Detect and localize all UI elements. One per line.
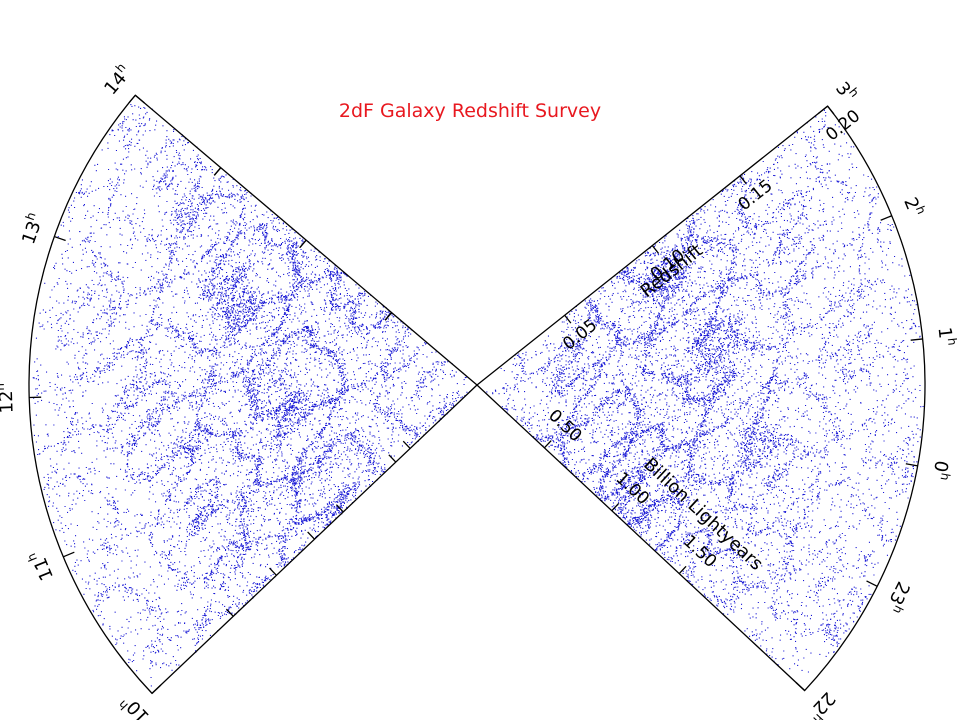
left-ra-value: 10 [123,696,154,720]
left-ra-tick-10 [151,684,162,694]
right-wedge-outline [476,105,926,692]
left-ra-tick-14 [134,94,145,104]
right-wedge-frame [476,105,926,692]
redshift-tick-0.15 [739,175,747,185]
right-ra-label-group: 3h [831,76,862,106]
right-ra-label: 2h [899,193,929,220]
right-ra-value: 1 [934,326,956,340]
left-edge-lower-minor-2 [225,608,234,617]
left-galaxy-points [32,104,471,687]
left-wedge-frame [28,94,478,695]
distance-tick-0.50 [543,440,552,449]
left-upper-tick-0.20 [128,94,136,104]
right-galaxy-points [486,109,924,673]
right-ra-tick-1 [910,338,923,341]
right-ra-label: 1h [934,326,960,347]
left-edge-lower-minor-1 [307,531,315,540]
left-galaxy-dots [32,104,471,687]
left-lower-tick-1.00 [335,504,344,513]
distance-tick-1.00 [611,502,620,512]
chart-title: 2dF Galaxy Redshift Survey [339,100,601,122]
left-ra-label: 11h [24,547,58,585]
right-galaxy-dots [486,109,924,673]
left-ra-unit: h [22,210,38,222]
left-edge-upper-minor-0 [384,312,393,321]
right-ra-tick-0 [905,463,918,467]
left-ra-tick-13 [54,235,66,242]
right-ra-label-group: 23h [881,578,917,616]
left-edge-upper-minor-2 [213,167,222,176]
left-ra-tick-11 [63,551,75,558]
left-ra-label-group: 10h [115,691,154,720]
right-ra-label: 23h [881,578,917,616]
left-lower-tick-1.50 [269,567,277,576]
redshift-tick-0.20 [827,105,835,115]
left-edge-lower-minor-0 [388,454,397,463]
right-ra-label-group: 22h [803,688,842,720]
left-ra-value: 13 [18,218,45,247]
right-ra-value: 23 [885,578,914,608]
left-edge-upper-minor-1 [299,239,307,249]
left-lower-tick-0.50 [402,440,411,449]
right-ra-unit: h [938,472,953,482]
right-ra-label-group: 2h [899,193,929,220]
left-ra-label: 13h [15,210,48,247]
right-ra-label: 22h [803,688,842,720]
left-ra-label-group: 12h [0,383,18,414]
right-ra-unit: h [945,337,960,346]
right-ra-label: 3h [831,76,862,106]
left-ra-value: 14 [100,68,131,99]
left-ra-label: 10h [115,691,154,720]
right-ra-label: 0h [928,459,956,482]
distance-tick-label: 0.50 [544,406,585,446]
left-wedge-outline [28,94,478,695]
redshift-tick-label: 0.20 [822,106,864,145]
left-ra-value: 12 [0,390,18,413]
left-ra-label-group: 14h [98,60,136,99]
left-ra-label: 12h [0,383,18,414]
right-ra-label-group: 0h [928,459,956,482]
right-ra-tick-22 [795,681,806,692]
right-ra-value: 0 [929,459,952,474]
right-ra-unit: h [811,711,826,720]
left-ra-label-group: 11h [24,547,58,585]
left-ra-label-group: 13h [15,210,48,247]
left-ra-unit: h [0,383,6,391]
right-ra-label-group: 1h [934,326,960,347]
right-ra-tick-3 [817,105,829,115]
redshift-tick-0.10 [651,245,660,254]
right-ra-value: 22 [808,688,839,719]
left-ra-label: 14h [98,60,136,99]
redshift-tick-0.05 [564,314,572,324]
right-ra-tick-23 [866,580,878,587]
distance-tick-1.50 [678,565,687,575]
right-ra-tick-2 [880,215,893,221]
